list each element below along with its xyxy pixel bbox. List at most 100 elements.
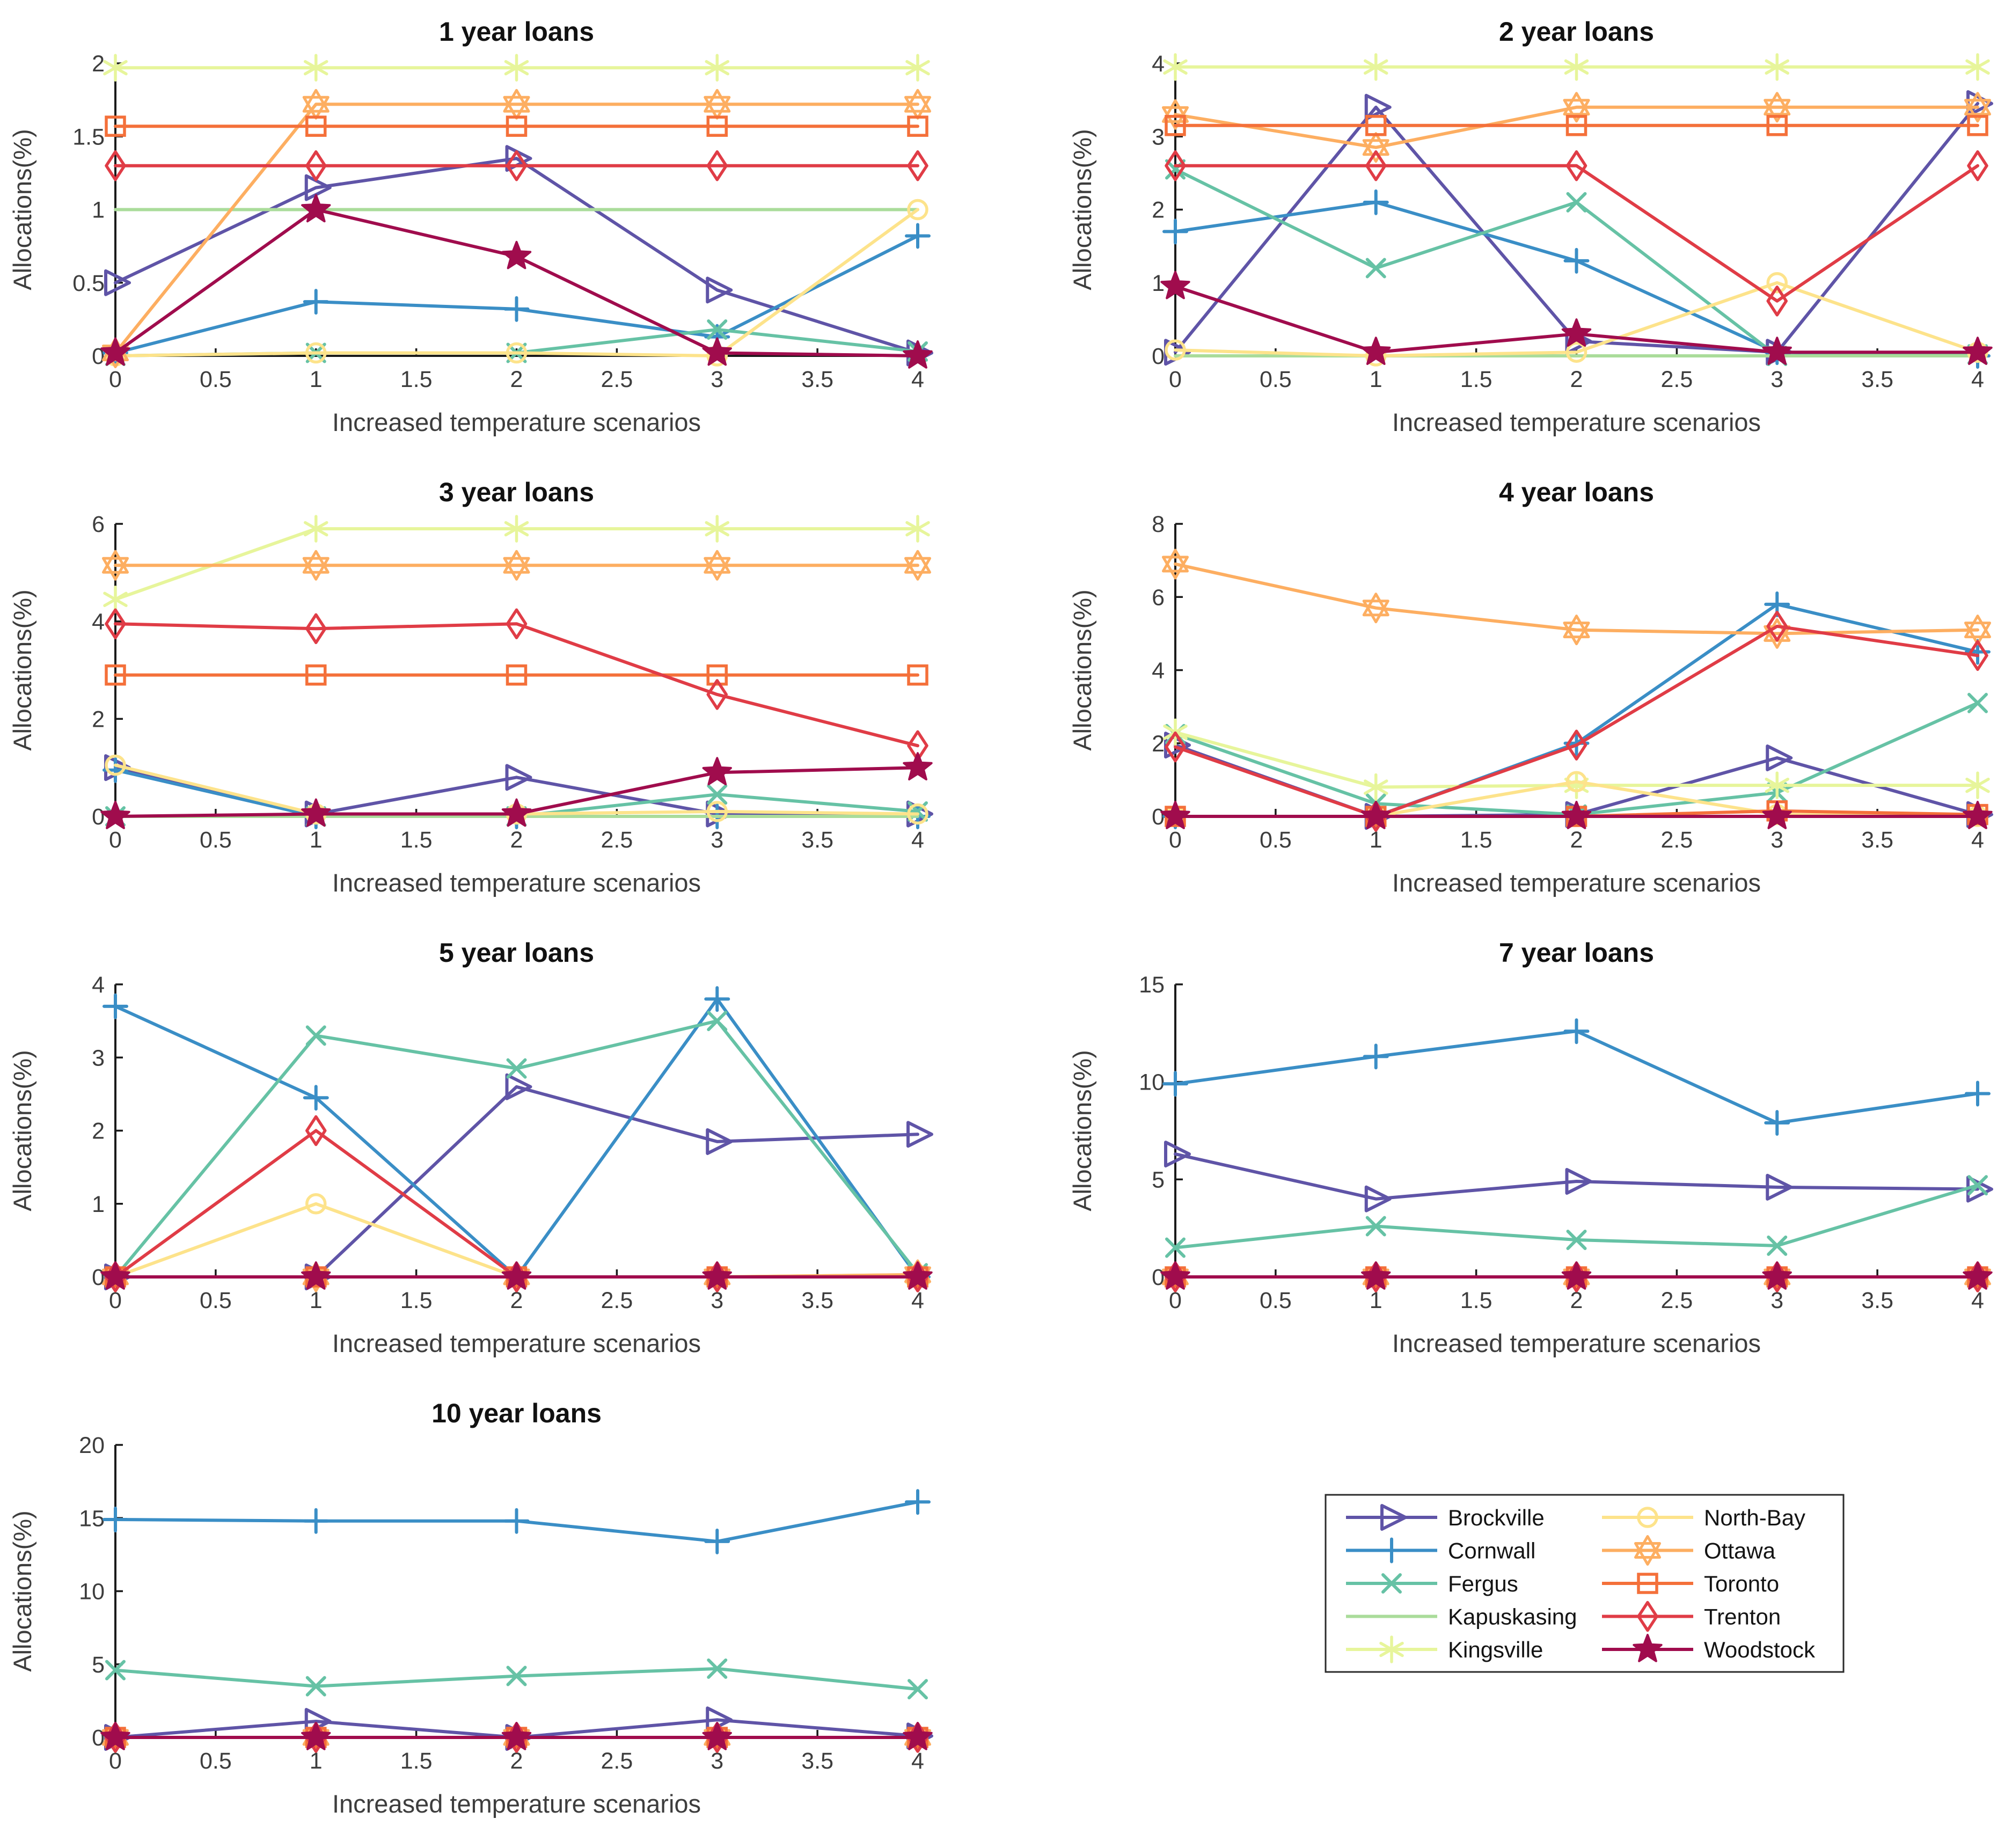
pentagram-marker-icon [903, 752, 933, 780]
y-axis-label: Allocations(%) [8, 129, 36, 290]
plus-marker-icon [303, 1085, 329, 1111]
x-tick-label: 3.5 [1861, 827, 1893, 853]
triangle-right-marker-icon [906, 1121, 933, 1148]
hexagram-marker-icon [704, 89, 731, 113]
circle-marker-icon [305, 1193, 327, 1215]
x-marker-icon [1365, 258, 1386, 279]
diamond-marker-icon [706, 679, 728, 710]
pentagram-marker-icon [501, 1261, 532, 1290]
y-tick-label: 3 [1152, 124, 1165, 150]
square-marker-icon [305, 115, 327, 137]
x-tick-label: 3.5 [801, 1288, 833, 1313]
circle-marker-icon [1565, 771, 1587, 793]
triangle-right-marker-icon [1164, 1141, 1191, 1168]
y-tick-label: 10 [79, 1579, 105, 1605]
series-line-brockville [114, 1085, 919, 1279]
pentagram-marker-icon [1762, 801, 1792, 829]
hexagram-marker-icon [1362, 593, 1389, 617]
hexagram-marker-icon [1563, 92, 1590, 116]
x-marker-icon [1967, 1175, 1988, 1196]
circle-marker-icon [105, 754, 126, 776]
x-marker-icon [707, 1658, 728, 1679]
series-line-cornwall [1174, 1029, 1979, 1124]
y-tick-label: 10 [1139, 1070, 1165, 1095]
x-tick-label: 0.5 [200, 367, 232, 392]
legend-entry-kapuskasing: Kapuskasing [1346, 1604, 1577, 1630]
subplot-title: 7 year loans [1499, 938, 1654, 968]
x-tick-label: 0.5 [1260, 827, 1292, 853]
pentagram-marker-icon [501, 798, 532, 827]
series-line-fergus [114, 1667, 919, 1691]
x-marker-icon [1967, 692, 1988, 713]
legend-entry-ottawa: Ottawa [1602, 1535, 1776, 1566]
y-tick-label: 0 [1152, 804, 1165, 830]
subplot-title: 4 year loans [1499, 477, 1654, 507]
plus-marker-icon [1563, 247, 1590, 274]
pentagram-marker-icon [1160, 801, 1190, 829]
x-tick-label: 3 [711, 1748, 723, 1774]
diamond-marker-icon [506, 608, 528, 639]
x-marker-icon [506, 1058, 527, 1079]
x-tick-label: 1 [310, 1748, 323, 1774]
hexagram-marker-icon [302, 89, 330, 113]
x-tick-label: 2.5 [601, 1288, 633, 1313]
y-tick-label: 5 [1152, 1167, 1165, 1193]
y-tick-label: 0 [92, 1725, 105, 1751]
asterisk-marker-icon [1765, 771, 1789, 799]
x-tick-label: 3.5 [801, 1748, 833, 1774]
hexagram-marker-icon [904, 557, 932, 581]
series-woodstock [100, 752, 933, 829]
x-tick-label: 4 [911, 1288, 924, 1313]
subplot-title: 3 year loans [439, 477, 594, 507]
hexagram-marker-icon [1362, 139, 1389, 163]
pentagram-marker-icon [301, 1722, 331, 1750]
diamond-marker-icon [907, 150, 928, 181]
x-tick-label: 1.5 [400, 1748, 433, 1774]
legend-label: North-Bay [1704, 1505, 1805, 1530]
series-trenton [105, 150, 928, 181]
x-marker-icon [506, 1666, 527, 1686]
y-axis-label: Allocations(%) [8, 589, 36, 750]
series-line-brockville [1174, 1152, 1979, 1201]
asterisk-marker-icon [304, 515, 328, 543]
x-marker-icon [1365, 1216, 1386, 1237]
x-tick-label: 2 [1570, 1288, 1583, 1313]
x-tick-label: 0.5 [200, 1748, 232, 1774]
hexagram-marker-icon [1634, 1535, 1662, 1559]
pentagram-marker-icon [702, 1261, 732, 1290]
hexagram-marker-icon [1161, 556, 1189, 580]
diamond-marker-icon [1565, 729, 1587, 761]
y-tick-label: 2 [92, 51, 105, 77]
plus-marker-icon [905, 1489, 931, 1515]
series-cornwall [1162, 1018, 1991, 1136]
series-kingsville [103, 515, 930, 613]
x-tick-label: 3.5 [801, 367, 833, 392]
y-tick-label: 2 [92, 706, 105, 732]
asterisk-marker-icon [1364, 53, 1388, 81]
pentagram-marker-icon [501, 240, 532, 269]
series-woodstock [1160, 271, 1993, 365]
x-marker-icon [908, 1679, 928, 1700]
hexagram-marker-icon [1563, 622, 1590, 646]
x-tick-label: 4 [1971, 827, 1984, 853]
pentagram-marker-icon [1361, 1261, 1391, 1290]
x-tick-label: 4 [911, 827, 924, 853]
x-marker-icon [707, 784, 728, 805]
asterisk-marker-icon [304, 54, 328, 82]
x-marker-icon [1767, 1235, 1788, 1256]
series-woodstock [100, 194, 933, 369]
diamond-marker-icon [1766, 286, 1788, 317]
asterisk-marker-icon [1163, 53, 1188, 81]
pentagram-marker-icon [702, 337, 732, 366]
plus-marker-icon [503, 296, 530, 322]
x-tick-label: 0 [1169, 367, 1182, 392]
diamond-marker-icon [305, 613, 327, 645]
y-axis-label: Allocations(%) [1068, 129, 1096, 290]
series-woodstock [100, 1261, 933, 1290]
legend-entry-brockville: Brockville [1346, 1504, 1545, 1531]
x-tick-label: 2 [1570, 367, 1583, 392]
x-tick-label: 1 [310, 827, 323, 853]
legend-label: Trenton [1704, 1604, 1781, 1630]
y-tick-label: 1.5 [72, 124, 105, 150]
